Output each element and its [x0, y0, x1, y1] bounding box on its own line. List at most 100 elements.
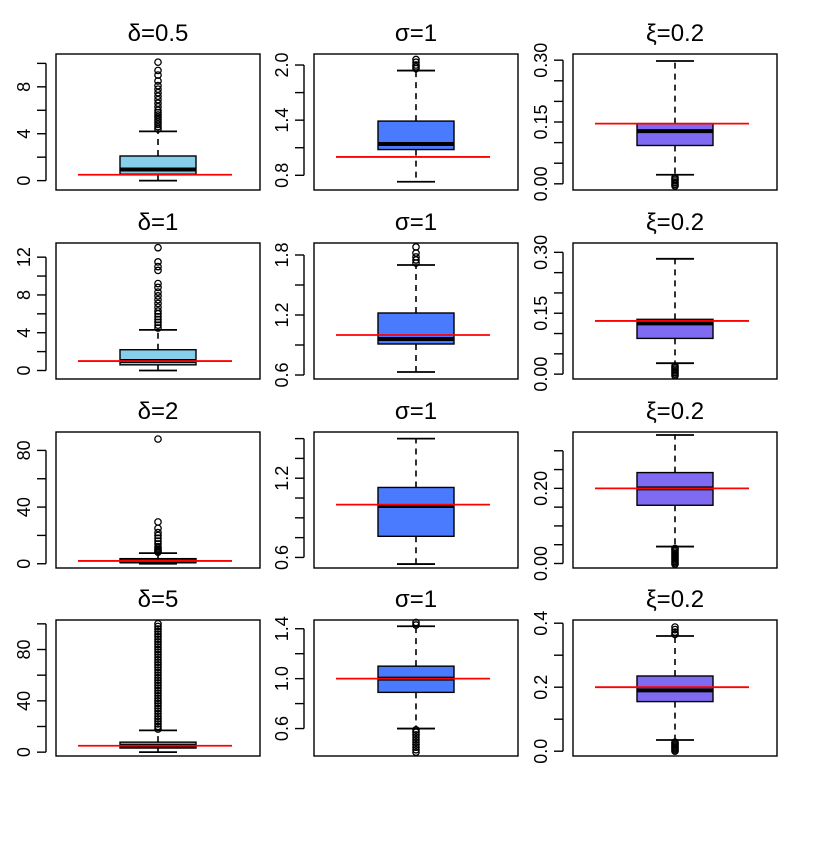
- outlier-point: [412, 61, 420, 69]
- panel-frame: [55, 619, 261, 757]
- outlier-point: [412, 725, 420, 734]
- panel-frame: [572, 431, 778, 569]
- outlier-point: [154, 717, 162, 726]
- outlier-point: [412, 243, 420, 251]
- outlier-point: [154, 704, 162, 713]
- y-tick-label: 0.6: [272, 716, 292, 741]
- outlier-point: [412, 253, 420, 261]
- outlier-point: [154, 243, 162, 252]
- panel-11: σ=1 0.6 1.0 1.4: [272, 586, 519, 757]
- panel-12: ξ=0.2 0.0 0.2 0.4: [531, 586, 778, 764]
- outlier-point: [154, 266, 162, 275]
- outlier-point: [154, 625, 162, 633]
- panel-10: δ=5 0 40 80: [14, 586, 261, 757]
- panel-9: ξ=0.2 0.00 0.20: [531, 398, 778, 581]
- outlier-point: [154, 524, 162, 533]
- outlier-point: [154, 58, 162, 67]
- outlier-point: [154, 299, 162, 308]
- outlier-point: [154, 686, 162, 695]
- panel-frame: [572, 619, 778, 757]
- panel-title: ξ=0.2: [646, 398, 704, 425]
- panel-title: σ=1: [395, 398, 437, 425]
- y-tick-label: 0.15: [531, 296, 551, 331]
- outlier-point: [154, 324, 162, 332]
- outlier-point: [154, 679, 162, 687]
- y-tick-label: 8: [14, 82, 34, 92]
- y-tick-label: 1.8: [272, 242, 292, 267]
- outlier-point: [154, 528, 162, 537]
- panel-frame: [313, 619, 519, 757]
- panel-title: δ=1: [138, 209, 179, 236]
- outlier-point: [154, 709, 162, 718]
- outlier-point: [154, 650, 162, 659]
- outlier-point: [154, 645, 162, 654]
- y-tick-label: 80: [14, 639, 34, 659]
- outlier-point: [154, 258, 162, 266]
- outlier-point: [154, 722, 162, 731]
- panel-frame: [55, 242, 261, 380]
- y-tick-label: 0.0: [531, 739, 551, 764]
- y-tick-label: 0.00: [531, 166, 551, 201]
- y-tick-label: 0: [14, 559, 34, 569]
- outlier-point: [671, 623, 679, 631]
- y-tick-label: 0.6: [272, 362, 292, 387]
- panel-3: ξ=0.2 0.00 0.15 0.30: [531, 20, 778, 201]
- panel-frame: [313, 53, 519, 191]
- outlier-point: [154, 699, 162, 708]
- outlier-point: [154, 303, 162, 312]
- panel-frame: [55, 431, 261, 569]
- outlier-point: [671, 628, 679, 637]
- y-tick-label: 0.30: [531, 43, 551, 78]
- outlier-point: [412, 728, 420, 737]
- outlier-point: [154, 627, 162, 636]
- outlier-point: [154, 295, 162, 304]
- outlier-point: [154, 676, 162, 685]
- outlier-point: [671, 738, 679, 747]
- outlier-point: [412, 745, 420, 754]
- outlier-point: [154, 707, 162, 715]
- outlier-point: [412, 738, 420, 747]
- outlier-point: [154, 66, 162, 75]
- y-tick-label: 0: [14, 176, 34, 186]
- panel-4: δ=1 0 4 8 12: [14, 209, 261, 380]
- outlier-point: [154, 81, 162, 90]
- y-tick-label: 0.8: [272, 163, 292, 188]
- y-tick-label: 8: [14, 290, 34, 300]
- outlier-point: [412, 733, 420, 742]
- outlier-point: [154, 714, 162, 723]
- panel-title: δ=2: [138, 398, 179, 425]
- panel-title: ξ=0.2: [646, 20, 704, 47]
- outlier-point: [154, 85, 162, 94]
- y-tick-label: 1.2: [272, 466, 292, 491]
- outlier-point: [154, 655, 162, 664]
- y-tick-label: 2.0: [272, 53, 292, 78]
- outlier-point: [154, 694, 162, 703]
- panel-title: σ=1: [395, 586, 437, 613]
- outlier-point: [154, 279, 162, 288]
- outlier-point: [154, 725, 162, 733]
- outlier-point: [154, 534, 162, 543]
- y-tick-label: 0.00: [531, 357, 551, 392]
- outlier-point: [154, 658, 162, 667]
- outlier-point: [154, 684, 162, 692]
- panel-title: ξ=0.2: [646, 209, 704, 236]
- outlier-point: [154, 518, 162, 526]
- outlier-point: [412, 55, 420, 64]
- outlier-point: [154, 637, 162, 646]
- outlier-point: [154, 71, 162, 79]
- outlier-point: [154, 318, 162, 327]
- outlier-point: [154, 315, 162, 324]
- outlier-point: [412, 735, 420, 744]
- y-tick-label: 1.4: [272, 616, 292, 641]
- outlier-point: [671, 630, 679, 639]
- outlier-point: [154, 671, 162, 680]
- outlier-point: [412, 740, 420, 749]
- outlier-point: [154, 696, 162, 705]
- panel-title: δ=5: [138, 586, 179, 613]
- outlier-point: [154, 632, 162, 641]
- outlier-point: [154, 435, 162, 443]
- outlier-point: [154, 648, 162, 656]
- y-tick-label: 4: [14, 328, 34, 338]
- panel-2: σ=1 0.8 1.4 2.0: [272, 20, 519, 191]
- outlier-point: [412, 730, 420, 739]
